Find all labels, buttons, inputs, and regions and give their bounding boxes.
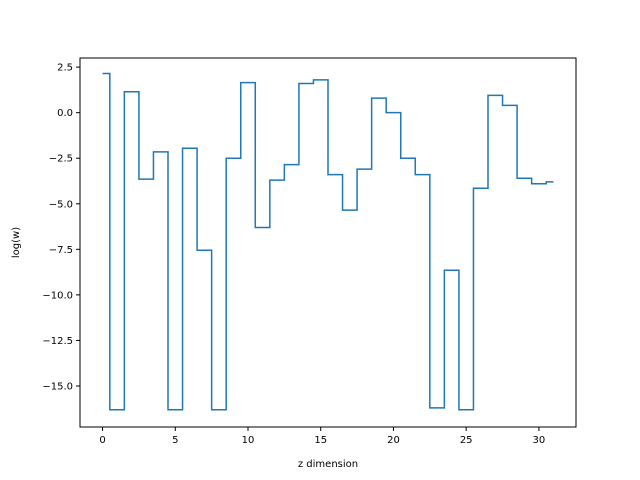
y-tick-label: −5.0 — [49, 199, 73, 210]
y-tick-label: 0.0 — [57, 108, 73, 119]
y-tick-label: −12.5 — [42, 336, 73, 347]
x-tick-label: 25 — [460, 435, 473, 446]
x-tick-label: 0 — [99, 435, 105, 446]
x-tick-label: 20 — [387, 435, 400, 446]
x-tick-label: 10 — [242, 435, 255, 446]
y-tick-label: −7.5 — [49, 245, 73, 256]
series-line — [102, 72, 554, 411]
x-axis-label: z dimension — [298, 459, 358, 470]
axis-ticks: 0 5 10 15 20 25 30 2.5 0.0 −2.5 −5.0 −7.5 −10.0 −12.5… — [42, 63, 545, 446]
x-tick-label: 30 — [533, 435, 546, 446]
axes-frame — [79, 57, 577, 428]
x-tick-label: 15 — [314, 435, 327, 446]
x-tick-label: 5 — [172, 435, 178, 446]
y-tick-label: 2.5 — [57, 63, 73, 74]
plot-area — [102, 72, 554, 411]
y-tick-label: −15.0 — [42, 382, 73, 393]
y-tick-label: −10.0 — [42, 290, 73, 301]
y-axis-label: log(w) — [11, 227, 22, 258]
y-tick-label: −2.5 — [49, 154, 73, 165]
